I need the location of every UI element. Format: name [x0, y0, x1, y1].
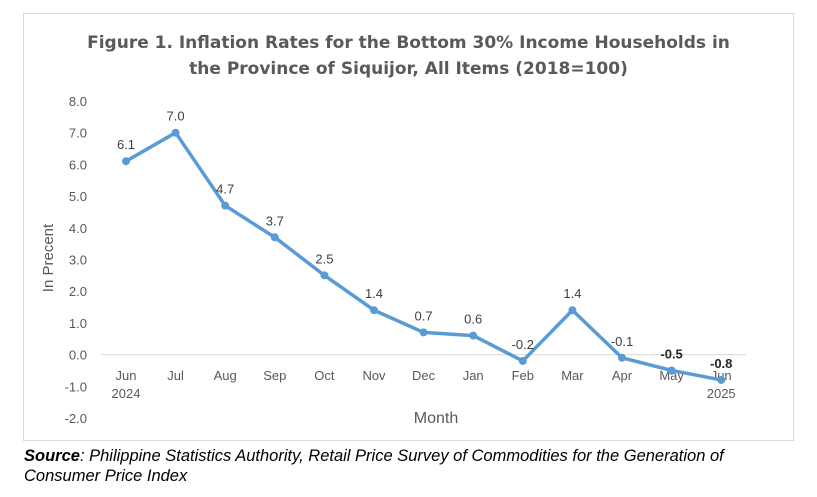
x-tick-label: Jan: [463, 368, 484, 383]
y-axis-label: In Precent: [40, 223, 57, 292]
data-point: [370, 306, 378, 315]
data-point: [221, 201, 230, 210]
data-label: -0.8: [710, 356, 732, 371]
y-axis-ticks: 8.0 7.0 6.0 5.0 4.0 3.0 2.0 1.0 0.0 -1.0 -2.0: [65, 94, 87, 426]
data-label: 1.4: [365, 286, 383, 301]
data-label: -0.2: [512, 337, 534, 352]
data-label: 2.5: [315, 251, 333, 266]
x-tick-label: Jun: [116, 368, 137, 383]
x-tick-year-label: 2025: [707, 386, 736, 401]
data-label: 7.0: [167, 109, 185, 124]
chart-title-line-1: Figure 1. Inflation Rates for the Bottom…: [87, 33, 730, 53]
data-point: [419, 328, 428, 337]
y-tick-label: 4.0: [69, 221, 87, 236]
chart-title: Figure 1. Inflation Rates for the Bottom…: [23, 30, 794, 82]
y-tick-label: 8.0: [69, 94, 87, 109]
y-tick-label: 5.0: [69, 189, 87, 204]
data-point: [618, 353, 626, 362]
y-tick-label: -2.0: [65, 411, 87, 426]
data-labels: 6.1 7.0 4.7 3.7 2.5 1.4 0.7 0.6 -0.2 1.4 -0.1 -0.5 -…: [117, 109, 732, 371]
source-label: Source: [24, 447, 80, 465]
x-tick-label: Aug: [214, 368, 237, 383]
y-tick-label: 2.0: [69, 284, 87, 299]
data-point: [717, 375, 726, 384]
y-tick-label: 0.0: [69, 348, 87, 363]
y-tick-label: 1.0: [69, 316, 87, 331]
data-label: -0.1: [611, 334, 633, 349]
x-tick-label: Feb: [512, 368, 534, 383]
data-point: [469, 331, 478, 340]
data-point: [171, 128, 180, 137]
x-tick-label: Apr: [612, 368, 633, 383]
x-tick-year-label: 2024: [112, 386, 141, 401]
x-tick-label: Nov: [362, 368, 386, 383]
y-tick-label: 7.0: [69, 126, 87, 141]
chart-title-line-2: the Province of Siquijor, All Items (201…: [189, 59, 628, 79]
x-tick-label: Jul: [167, 368, 184, 383]
data-label: 6.1: [117, 137, 135, 152]
data-point: [518, 356, 527, 365]
source-note: Source: Philippine Statistics Authority,…: [24, 446, 804, 486]
data-point: [122, 157, 130, 166]
data-point: [320, 271, 329, 280]
y-tick-label: 3.0: [69, 253, 87, 268]
source-text: : Philippine Statistics Authority, Retai…: [24, 447, 724, 485]
x-tick-label: Dec: [412, 368, 436, 383]
x-tick-label: Sep: [263, 368, 286, 383]
data-label: -0.5: [660, 346, 682, 361]
data-label: 0.7: [415, 308, 433, 323]
data-label: 3.7: [266, 213, 284, 228]
data-label: 0.6: [464, 312, 482, 327]
data-label: 4.7: [216, 182, 234, 197]
data-points: [122, 128, 726, 384]
data-point: [568, 306, 577, 315]
y-tick-label: -1.0: [65, 379, 87, 394]
data-point: [270, 233, 279, 242]
x-axis-label: Month: [414, 410, 458, 427]
x-tick-label: Oct: [314, 368, 335, 383]
x-tick-label: Mar: [561, 368, 584, 383]
data-point: [667, 366, 676, 375]
y-tick-label: 6.0: [69, 157, 87, 172]
data-label: 1.4: [563, 286, 581, 301]
